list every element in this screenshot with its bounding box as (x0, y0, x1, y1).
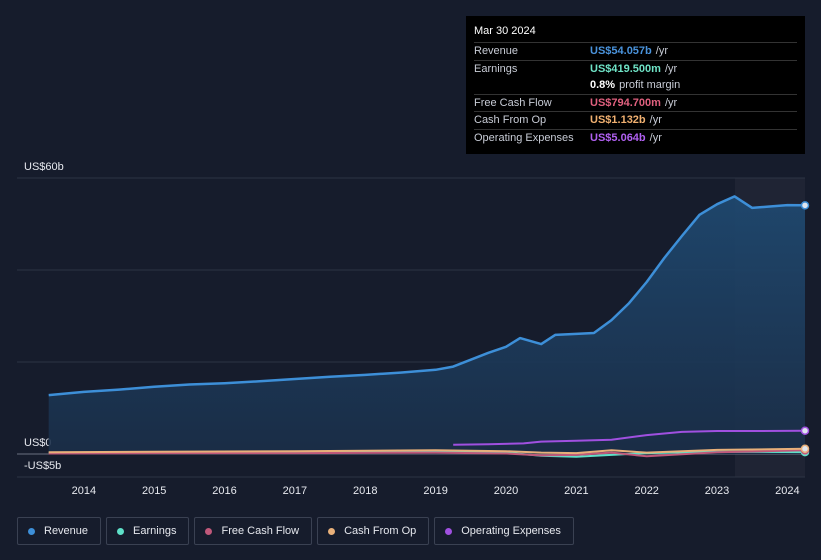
line (453, 429, 806, 446)
legend-item[interactable]: Free Cash Flow (194, 517, 313, 545)
legend-label: Operating Expenses (461, 525, 561, 537)
tooltip-value: US$1.132b (590, 114, 646, 127)
legend-item[interactable]: Operating Expenses (434, 517, 574, 545)
line (48, 447, 806, 455)
legend-dot (205, 527, 213, 535)
legend-label: Revenue (44, 525, 89, 537)
x-tick-label: 2023 (705, 485, 729, 497)
x-tick-label: 2021 (564, 485, 588, 497)
tooltip-value: US$794.700m (590, 96, 661, 109)
x-tick-label: 2020 (494, 485, 518, 497)
legend-dot (445, 527, 453, 535)
tooltip-unit: /yr (664, 62, 678, 75)
x-tick-label: 2016 (212, 485, 236, 497)
tooltip-label: Free Cash Flow (474, 96, 552, 109)
tooltip-row: Cash From Op US$1.132b/yr (474, 111, 797, 129)
legend-item[interactable]: Cash From Op (317, 517, 430, 545)
end-marker (800, 201, 810, 210)
x-tick-label: 2015 (142, 485, 166, 497)
legend-dot (117, 527, 125, 535)
y-tick-label: US$60b (24, 161, 64, 173)
tooltip-unit: /yr (649, 131, 662, 144)
legend-item[interactable]: Earnings (106, 517, 190, 545)
legend: Revenue Earnings Free Cash Flow Cash From O… (17, 517, 574, 545)
tooltip-value: US$419.500m (590, 62, 661, 75)
tooltip-unit: /yr (664, 96, 678, 109)
tooltip-label: Revenue (474, 45, 519, 58)
end-marker (800, 444, 810, 454)
x-tick-label: 2022 (634, 485, 658, 497)
tooltip-row: Operating Expenses US$5.064b/yr (474, 128, 797, 147)
tooltip-unit: /yr (649, 114, 662, 127)
legend-item[interactable]: Revenue (17, 517, 102, 545)
x-tick-label: 2014 (72, 485, 96, 497)
tooltip-date: Mar 30 2024 (474, 25, 536, 37)
line (48, 449, 806, 458)
tooltip-value: 0.8% (590, 79, 616, 92)
tooltip-label: Operating Expenses (474, 131, 574, 144)
legend-dot (28, 527, 35, 535)
x-tick-label: 2018 (353, 485, 377, 497)
x-tick-label: 2017 (283, 485, 307, 497)
legend-label: Earnings (133, 525, 177, 537)
tooltip-label: Earnings (474, 62, 518, 75)
tooltip-value: US$54.057b (590, 45, 652, 58)
line (48, 195, 806, 397)
tooltip-row: 0.8% profit margin (474, 77, 797, 94)
tooltip-row: Revenue US$54.057b/yr (474, 42, 797, 60)
legend-dot (328, 527, 336, 535)
tooltip-row: Earnings US$419.500m/yr (474, 59, 797, 78)
x-tick-label: 2019 (423, 485, 447, 497)
tooltip-label: Cash From Op (474, 114, 547, 127)
tooltip-value: US$5.064b (590, 131, 646, 144)
legend-label: Cash From Op (344, 525, 417, 537)
tooltip-row: Free Cash Flow US$794.700m/yr (474, 93, 797, 112)
area (48, 196, 806, 454)
tooltip-unit: /yr (655, 45, 668, 58)
y-tick-label: -US$5b (24, 460, 61, 472)
tooltip: Mar 30 2024 Revenue US$54.057b/yr Earnings U… (466, 16, 805, 154)
legend-label: Free Cash Flow (221, 525, 300, 537)
x-tick-label: 2024 (775, 485, 799, 497)
tooltip-unit: profit margin (619, 79, 681, 92)
y-tick-label: US$0 (24, 437, 52, 449)
end-marker (800, 426, 810, 435)
